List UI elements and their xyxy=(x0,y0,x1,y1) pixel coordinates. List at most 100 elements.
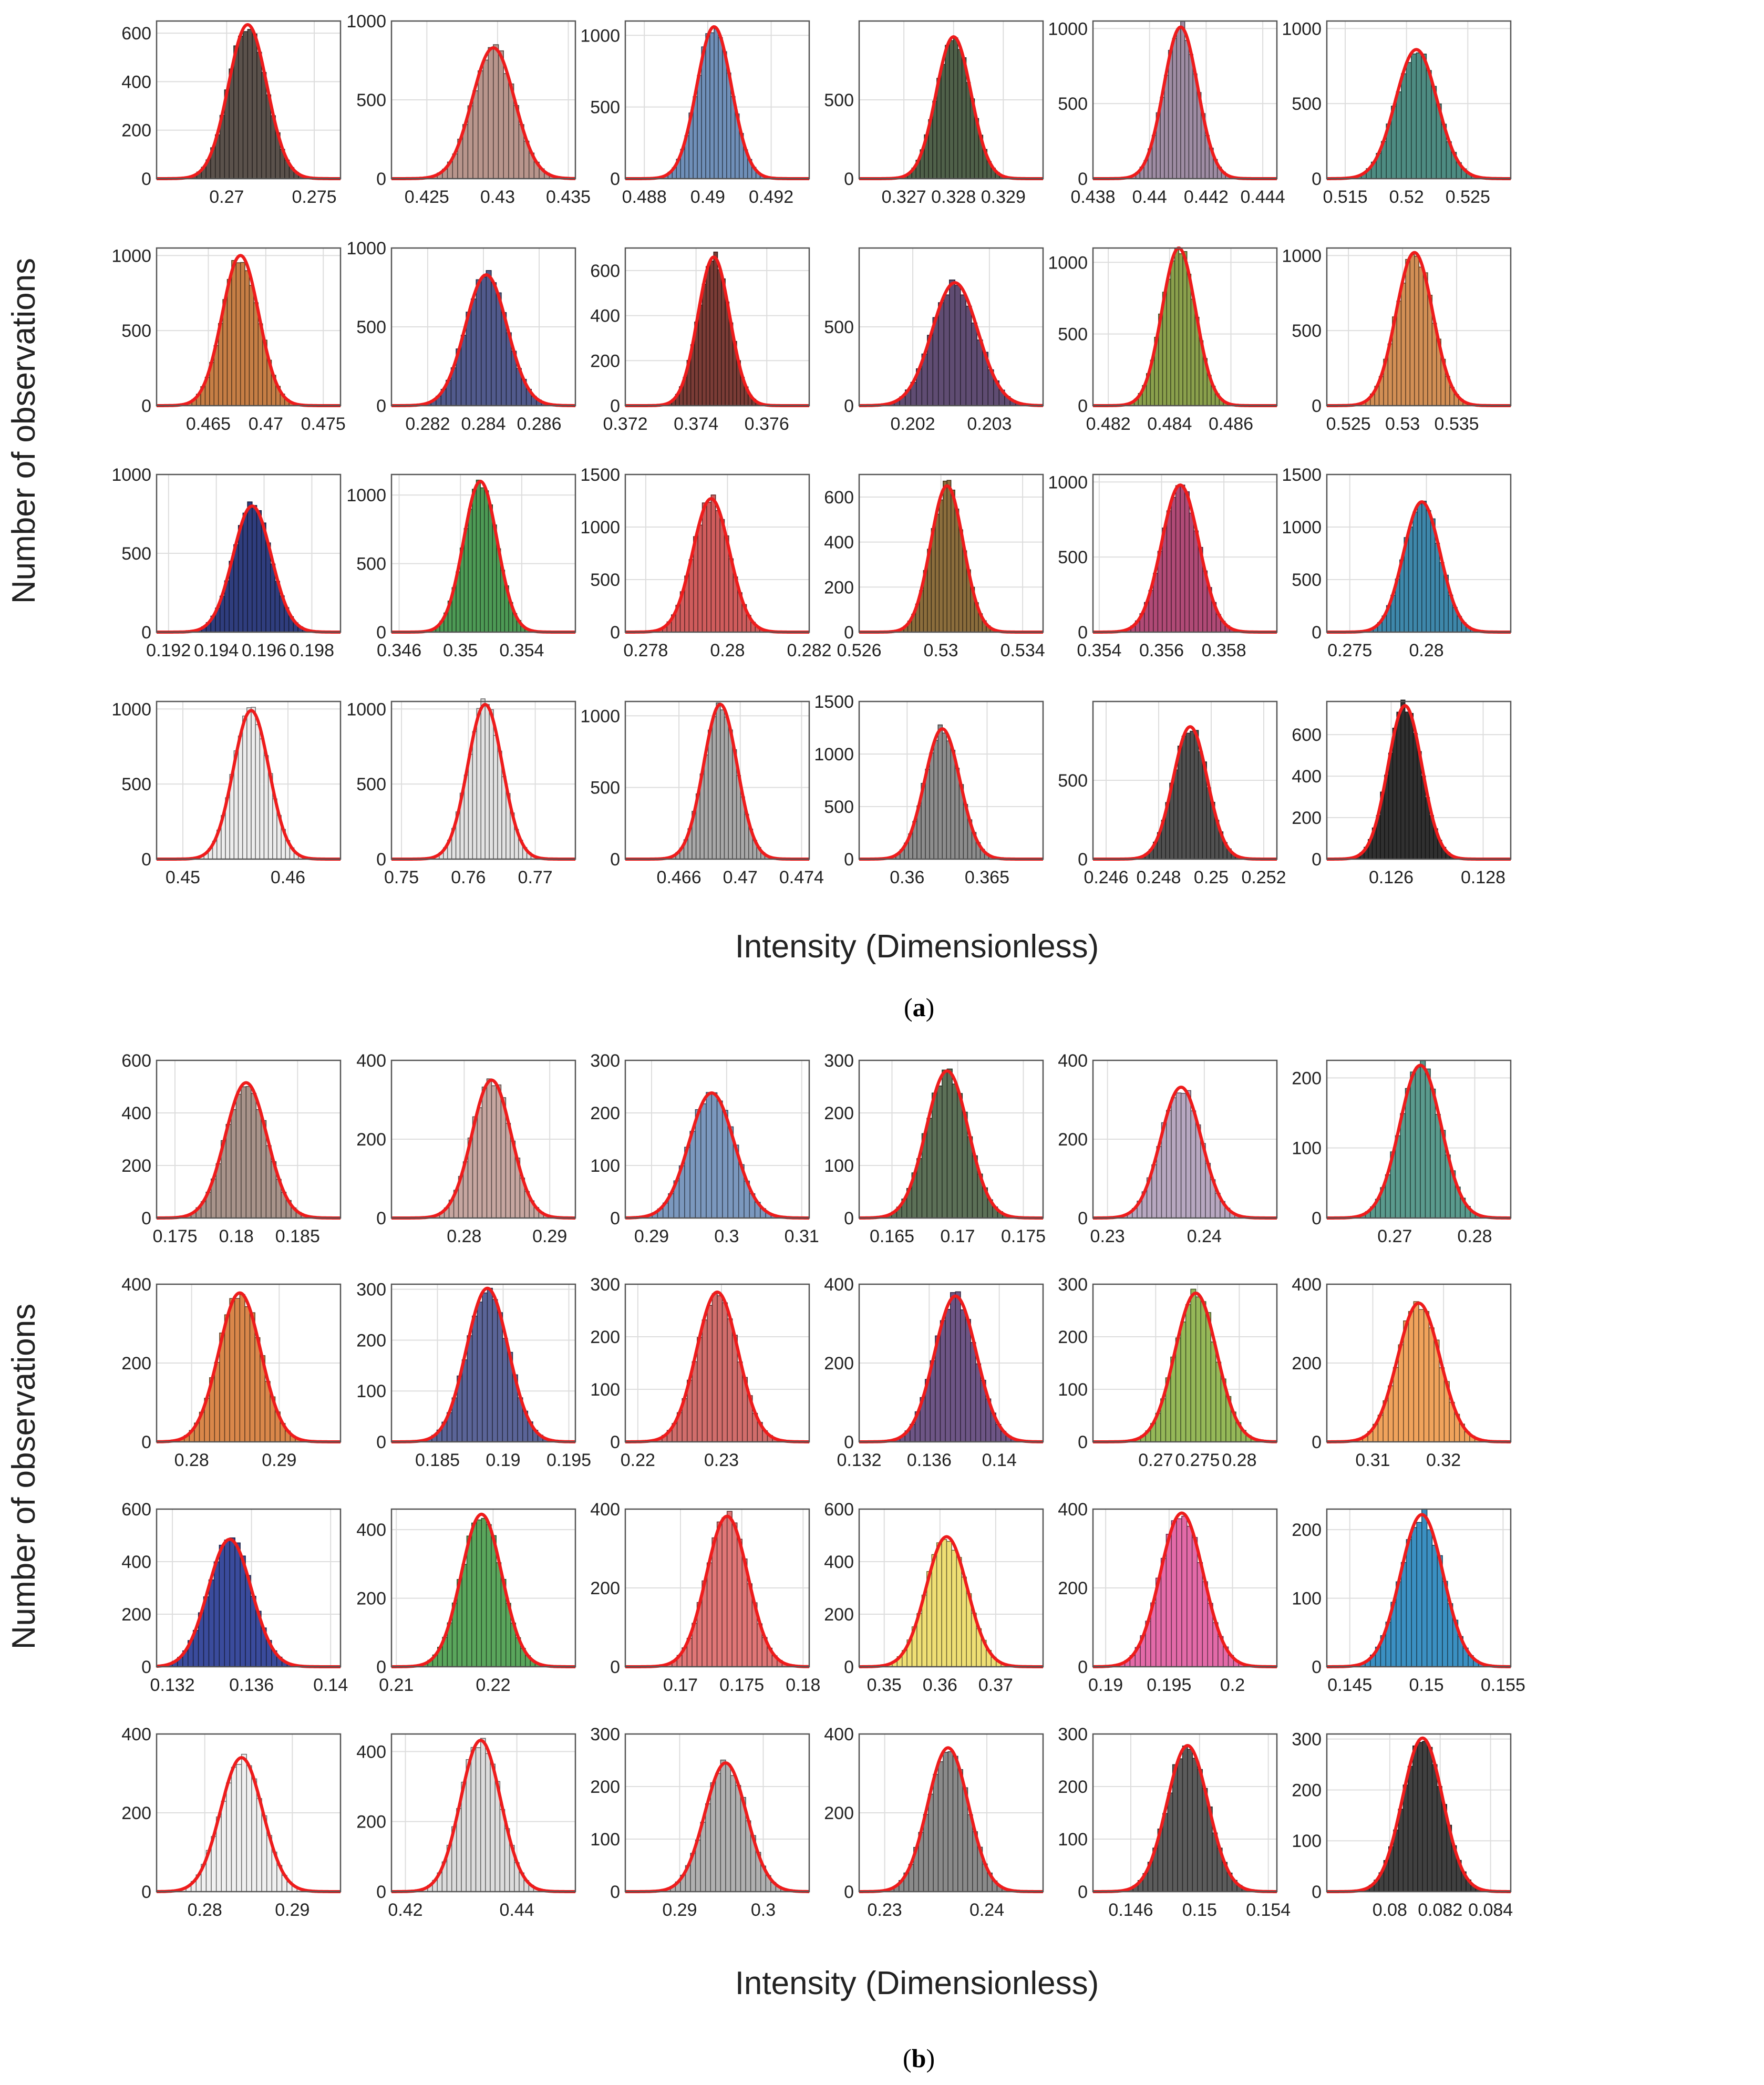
x-tick-label: 0.145 xyxy=(1327,1675,1372,1695)
x-tick-label: 0.52 xyxy=(1389,187,1424,207)
histogram-bar xyxy=(695,1109,702,1219)
y-tick-label: 500 xyxy=(121,544,151,564)
histogram-bar xyxy=(949,280,956,406)
x-tick-label: 0.488 xyxy=(622,187,667,207)
histogram-bar xyxy=(1430,518,1436,633)
histogram-bar xyxy=(1407,1766,1414,1892)
x-tick-label: 0.3 xyxy=(751,1900,776,1920)
histogram-bar xyxy=(491,1535,497,1667)
histogram-bar xyxy=(942,732,947,860)
x-tick-label: 0.28 xyxy=(1409,641,1443,660)
axes-box xyxy=(1092,473,1278,633)
histogram-bar xyxy=(1422,1741,1428,1892)
y-tick-label: 0 xyxy=(141,623,151,643)
histogram-bar xyxy=(498,50,504,179)
y-tick-label: 200 xyxy=(121,1803,151,1823)
y-tick-label: 1500 xyxy=(580,465,620,485)
y-tick-label: 600 xyxy=(824,488,854,508)
histogram-bar xyxy=(722,1110,728,1219)
x-tick-label: 0.28 xyxy=(174,1450,209,1470)
histogram-bar xyxy=(976,339,983,406)
histogram-bar xyxy=(1171,1520,1177,1667)
histogram-bar xyxy=(941,1539,947,1667)
histogram-bar xyxy=(226,278,232,406)
x-tick-label: 0.486 xyxy=(1209,414,1253,434)
histogram-bar xyxy=(234,1542,241,1667)
histogram-panel-b-r1c2: 0.22 0.23 0 100 200 300 xyxy=(590,1275,810,1470)
histogram-bar xyxy=(1439,562,1445,633)
histogram-bar xyxy=(707,729,713,860)
y-tick-label: 600 xyxy=(824,1500,854,1520)
histogram-bar xyxy=(493,44,499,179)
histogram-bar xyxy=(466,1535,472,1667)
x-tick-label: 0.534 xyxy=(1000,641,1045,660)
axes-box xyxy=(390,700,576,860)
y-tick-label: 400 xyxy=(824,533,854,553)
histogram-bar xyxy=(1425,1068,1431,1219)
x-tick-label: 0.35 xyxy=(443,641,478,660)
y-tick-label: 600 xyxy=(121,1051,151,1071)
y-tick-label: 0 xyxy=(844,396,854,416)
x-tick-label: 0.47 xyxy=(249,414,283,434)
histogram-panel-b-r3c5: 0.08 0.082 0.084 0 100 200 300 xyxy=(1292,1730,1513,1920)
histogram-bar xyxy=(945,45,950,179)
histogram-panel-b-r2c0: 0.132 0.136 0.14 0 200 400 600 xyxy=(121,1500,348,1695)
histogram-bar xyxy=(1435,1113,1441,1219)
histogram-bar xyxy=(706,502,712,633)
histogram-bar xyxy=(497,750,502,860)
x-tick-label: 0.275 xyxy=(1175,1450,1220,1470)
histogram-panel-b-r3c1: 0.42 0.44 0 200 400 xyxy=(356,1733,576,1920)
histogram-bar xyxy=(1420,1060,1426,1219)
histogram-bar xyxy=(241,1753,247,1892)
x-tick-label: 0.374 xyxy=(674,414,718,434)
histogram-bar xyxy=(480,1738,486,1892)
x-tick-label: 0.203 xyxy=(967,414,1012,434)
histogram-bar xyxy=(1202,1788,1208,1892)
axes-box xyxy=(156,1733,342,1893)
histogram-bar xyxy=(1187,1749,1193,1892)
histogram-bar xyxy=(1188,54,1193,179)
y-tick-label: 1500 xyxy=(1282,465,1322,485)
histogram-bar xyxy=(1189,512,1194,633)
axes-box xyxy=(156,1059,342,1219)
x-tick-label: 0.154 xyxy=(1246,1900,1291,1920)
y-tick-label: 200 xyxy=(356,1330,386,1350)
y-tick-label: 1000 xyxy=(111,246,151,266)
histogram-panel-a-r2c1: 0.346 0.35 0.354 0 500 1000 xyxy=(346,473,576,660)
y-tick-label: 0 xyxy=(141,1209,151,1229)
histogram-bar xyxy=(1410,1071,1416,1219)
histogram-bar xyxy=(689,1131,696,1219)
histogram-panel-a-r1c2: 0.372 0.374 0.376 0 200 400 600 xyxy=(590,247,810,434)
y-tick-label: 600 xyxy=(1292,725,1322,745)
histogram-bar xyxy=(970,1342,976,1442)
x-tick-label: 0.19 xyxy=(1088,1675,1123,1695)
axes-box xyxy=(1092,1733,1278,1893)
histogram-bar xyxy=(971,322,978,406)
y-tick-label: 500 xyxy=(824,317,854,337)
y-tick-label: 200 xyxy=(590,1578,620,1598)
y-tick-label: 200 xyxy=(1292,1520,1322,1540)
histogram-bar xyxy=(1175,485,1181,633)
y-tick-label: 1000 xyxy=(346,239,386,259)
histogram-bar xyxy=(246,707,252,860)
y-tick-label: 400 xyxy=(121,1103,151,1123)
axes-box xyxy=(390,1283,576,1443)
histogram-bar xyxy=(486,270,492,406)
y-tick-label: 0 xyxy=(844,623,854,643)
y-tick-label: 200 xyxy=(356,1589,386,1609)
y-tick-label: 1000 xyxy=(346,699,386,719)
histogram-bar xyxy=(698,304,703,406)
x-tick-label: 0.475 xyxy=(301,414,346,434)
x-tick-label: 0.474 xyxy=(779,868,824,887)
y-tick-label: 400 xyxy=(121,1725,151,1745)
axes-box xyxy=(156,700,342,860)
x-tick-label: 0.525 xyxy=(1326,414,1371,434)
histogram-bar xyxy=(952,1756,958,1892)
histogram-bar xyxy=(229,1537,235,1667)
histogram-bar xyxy=(1166,510,1172,633)
histogram-bar xyxy=(240,1555,246,1667)
y-tick-label: 0 xyxy=(376,623,386,643)
y-tick-label: 0 xyxy=(610,1882,620,1902)
histogram-bar xyxy=(1392,727,1397,860)
axes-box xyxy=(1326,247,1512,407)
